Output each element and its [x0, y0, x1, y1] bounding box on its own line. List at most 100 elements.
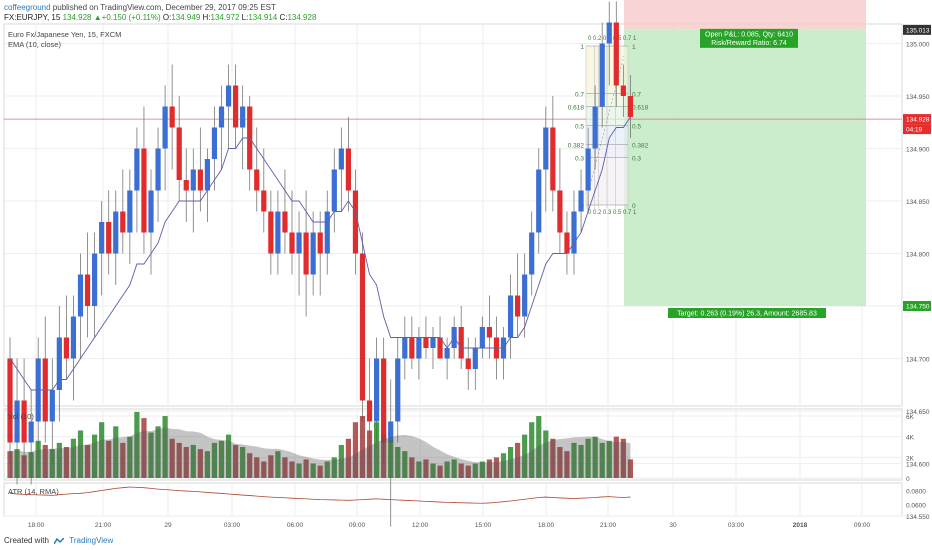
brand-link[interactable]: TradingView	[69, 536, 114, 545]
candle-body	[458, 327, 464, 359]
volume-bar	[310, 463, 316, 478]
volume-bar	[620, 438, 626, 478]
volume-bar	[416, 461, 422, 478]
candle-body	[416, 337, 422, 359]
volume-bar	[507, 447, 514, 478]
low-label: L:	[241, 13, 249, 22]
author-name[interactable]: coffeeground	[4, 3, 51, 12]
last-price: 134.928	[62, 13, 92, 22]
candle-body	[169, 106, 175, 128]
stop-zone	[624, 0, 866, 30]
ema-line	[9, 116, 631, 391]
volume-tick-label: 2K	[906, 455, 915, 462]
candle-body	[7, 358, 13, 443]
time-tick-label: 03:00	[728, 522, 745, 529]
volume-bar	[254, 457, 260, 478]
candle-body	[486, 327, 492, 338]
fib-level-label-left: 0.7	[575, 92, 584, 99]
target-label: Target: 0.263 (0.19%) 26.3, Amount: 2685…	[677, 311, 817, 318]
candle-body	[275, 211, 281, 254]
candle-body	[261, 190, 267, 212]
volume-bar	[56, 442, 62, 478]
volume-bar	[155, 426, 161, 478]
volume-bar	[493, 457, 500, 478]
candle-body	[99, 222, 105, 254]
candle-body	[127, 190, 133, 233]
atr-tick-label: 0.0600	[906, 503, 926, 510]
time-tick-label: 06:00	[287, 522, 304, 529]
candle-body	[423, 337, 429, 348]
volume-bar	[77, 430, 84, 478]
price-tick-label: 134.600	[906, 462, 930, 469]
candle-body	[529, 232, 535, 275]
price-tick-label: 134.950	[906, 94, 930, 101]
time-tick-label: 29	[164, 522, 172, 529]
footer: Created with TradingView	[4, 536, 113, 545]
volume-bar	[627, 459, 633, 478]
candle-body	[465, 358, 471, 369]
candle-body	[70, 316, 77, 359]
time-tick-label: 18:00	[538, 522, 555, 529]
price-tag-box	[903, 24, 931, 35]
candle-body	[106, 222, 112, 254]
volume-bar	[366, 430, 373, 478]
volume-bar	[451, 459, 457, 478]
candle-body	[585, 148, 591, 191]
fib-level-label-right: 0.618	[632, 105, 649, 112]
volume-bar	[84, 444, 91, 478]
up-arrow-icon: ▲	[93, 13, 102, 22]
volume-bar	[233, 444, 239, 478]
volume-bar	[113, 426, 119, 478]
volume-bar	[430, 463, 436, 478]
volume-bar	[423, 459, 429, 478]
candle-body	[240, 106, 246, 128]
candle-body	[543, 127, 549, 170]
close-value: 134.928	[287, 13, 317, 22]
rr-label: Risk/Reward Ratio: 6.74	[711, 40, 787, 47]
atr-tick-label: 0.0800	[906, 489, 926, 496]
volume-bar	[458, 463, 464, 478]
candle-body	[268, 211, 274, 254]
candle-body	[120, 211, 126, 233]
volume-bar	[522, 434, 528, 478]
volume-bar	[472, 463, 478, 478]
time-tick-label: 15:00	[475, 522, 492, 529]
volume-bar	[599, 442, 605, 478]
candle-body	[113, 211, 119, 254]
volume-bar	[92, 434, 98, 478]
price-tick-label: 135.000	[906, 42, 930, 49]
candle-body	[352, 190, 359, 254]
candle-body	[592, 106, 598, 149]
volume-bar	[571, 442, 577, 478]
target-zone	[624, 29, 866, 306]
fib-timezone-top: 0 0.2 0.3 0.5 0.7 1	[588, 36, 637, 42]
volume-bar	[134, 411, 140, 478]
candle-body	[211, 127, 218, 159]
candle-body	[472, 348, 478, 369]
candle-body	[536, 169, 542, 233]
volume-bar	[402, 451, 408, 478]
volume-bar	[35, 440, 41, 478]
pnl-label: Open P&L: 0.085, Qty: 6410	[705, 31, 793, 38]
candle-body	[183, 180, 189, 191]
volume-bar	[162, 416, 168, 478]
candle-body	[388, 421, 394, 443]
volume-bar	[296, 463, 302, 478]
candle-body	[204, 159, 210, 191]
candle-body	[402, 337, 408, 359]
ema-label: EMA (10, close)	[8, 40, 61, 49]
fib-level-label-right: 0.3	[632, 155, 641, 162]
price-tick-label: 134.900	[906, 147, 930, 154]
volume-bar	[176, 442, 182, 478]
time-tick-label: 2018	[793, 522, 808, 529]
fib-level-label-right: 0	[632, 203, 636, 210]
volume-bar	[465, 465, 471, 478]
volume-bar	[49, 449, 55, 478]
target-label-box	[668, 308, 826, 318]
candle-body	[599, 43, 605, 107]
pnl-label-box	[700, 28, 798, 48]
volume-bar	[606, 440, 612, 478]
candle-body	[359, 253, 366, 401]
volume-label: Vol (10)	[8, 412, 34, 421]
volume-bar	[317, 465, 323, 478]
